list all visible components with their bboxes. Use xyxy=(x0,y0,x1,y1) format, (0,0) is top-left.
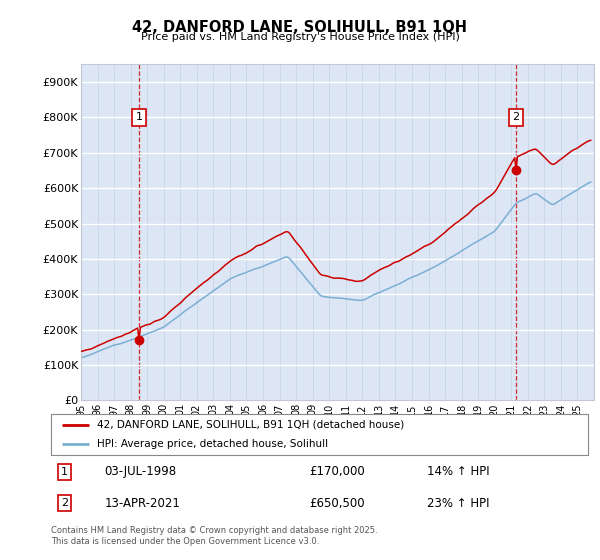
Text: 42, DANFORD LANE, SOLIHULL, B91 1QH (detached house): 42, DANFORD LANE, SOLIHULL, B91 1QH (det… xyxy=(97,420,404,430)
Text: £170,000: £170,000 xyxy=(309,465,365,478)
Text: 14% ↑ HPI: 14% ↑ HPI xyxy=(427,465,490,478)
Text: HPI: Average price, detached house, Solihull: HPI: Average price, detached house, Soli… xyxy=(97,438,328,449)
Text: 13-APR-2021: 13-APR-2021 xyxy=(105,497,181,510)
Text: £650,500: £650,500 xyxy=(309,497,364,510)
Text: 1: 1 xyxy=(61,467,68,477)
Text: 2: 2 xyxy=(61,498,68,508)
Text: Price paid vs. HM Land Registry's House Price Index (HPI): Price paid vs. HM Land Registry's House … xyxy=(140,32,460,42)
Text: 23% ↑ HPI: 23% ↑ HPI xyxy=(427,497,490,510)
Text: 2: 2 xyxy=(512,113,520,123)
Text: 03-JUL-1998: 03-JUL-1998 xyxy=(105,465,177,478)
Text: 42, DANFORD LANE, SOLIHULL, B91 1QH: 42, DANFORD LANE, SOLIHULL, B91 1QH xyxy=(133,20,467,35)
Text: Contains HM Land Registry data © Crown copyright and database right 2025.
This d: Contains HM Land Registry data © Crown c… xyxy=(51,526,377,546)
Text: 1: 1 xyxy=(136,113,142,123)
